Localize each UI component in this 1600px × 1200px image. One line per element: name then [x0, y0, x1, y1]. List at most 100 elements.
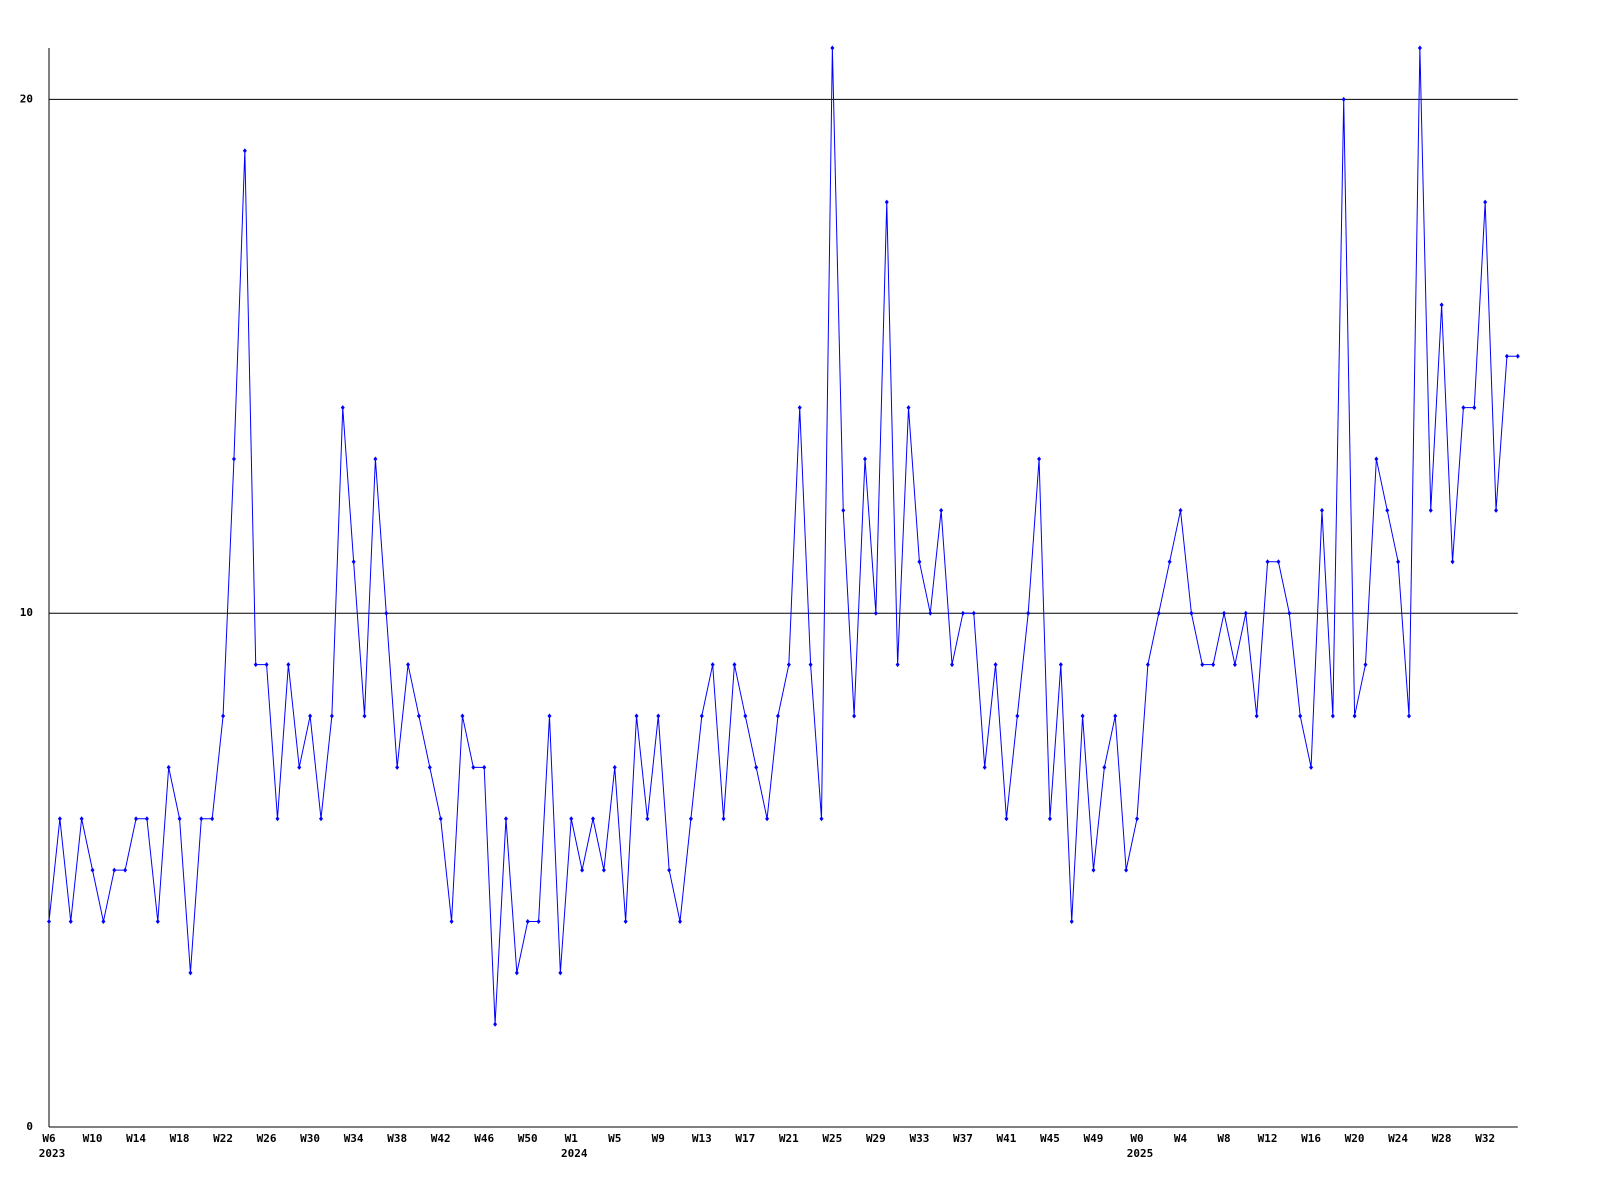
x-tick-label: W42: [431, 1132, 451, 1145]
x-tick-label: W6: [42, 1132, 56, 1145]
data-point: [612, 764, 617, 770]
data-point: [775, 713, 780, 719]
data-point: [275, 816, 280, 822]
y-tick-label: 10: [20, 606, 33, 619]
x-tick-label: W29: [866, 1132, 886, 1145]
data-point: [569, 816, 574, 822]
data-point: [134, 816, 139, 822]
data-point: [1515, 353, 1520, 359]
data-point: [1178, 507, 1183, 513]
x-tick-label: W8: [1217, 1132, 1230, 1145]
data-point: [1135, 816, 1139, 822]
data-point: [1407, 713, 1411, 719]
data-point: [852, 713, 857, 719]
data-point: [90, 867, 95, 873]
data-point: [732, 662, 737, 668]
data-point: [482, 764, 487, 770]
x-year-label: 2023: [39, 1147, 66, 1160]
data-point: [645, 816, 650, 822]
data-point: [808, 662, 813, 668]
data-point: [1385, 507, 1390, 513]
data-point: [525, 918, 530, 924]
data-point: [406, 662, 411, 668]
data-point: [1004, 816, 1009, 822]
data-point: [765, 816, 770, 822]
data-point: [340, 405, 345, 411]
data-point: [1439, 302, 1444, 308]
data-point: [928, 610, 933, 616]
data-point: [460, 713, 465, 719]
data-point: [873, 610, 878, 616]
data-point: [971, 610, 976, 616]
data-point: [264, 662, 269, 668]
data-point: [536, 918, 541, 924]
data-point: [710, 662, 715, 668]
data-point: [1298, 713, 1303, 719]
data-point: [1189, 610, 1194, 616]
data-point: [939, 507, 944, 513]
data-point: [297, 764, 302, 770]
data-point: [841, 507, 846, 513]
data-point: [1102, 764, 1107, 770]
data-point: [101, 918, 106, 924]
data-point: [1287, 610, 1292, 616]
y-tick-label: 20: [20, 92, 33, 105]
data-point: [1417, 45, 1422, 51]
x-tick-label: W9: [652, 1132, 665, 1145]
data-point: [449, 918, 454, 924]
data-point: [155, 918, 160, 924]
data-point: [580, 867, 585, 873]
data-point: [884, 199, 889, 205]
data-point: [1461, 405, 1466, 411]
data-point: [797, 405, 802, 411]
data-point: [47, 918, 51, 924]
data-point: [1330, 713, 1335, 719]
x-year-label: 2024: [561, 1147, 588, 1160]
x-tick-label: W16: [1301, 1132, 1321, 1145]
x-tick-label: W34: [344, 1132, 364, 1145]
data-point: [1494, 507, 1499, 513]
data-point: [427, 764, 432, 770]
data-point: [1113, 713, 1118, 719]
data-point: [1276, 559, 1281, 565]
data-point: [895, 662, 900, 668]
data-point: [830, 45, 835, 51]
data-point: [754, 764, 759, 770]
data-point: [699, 713, 704, 719]
data-point: [1232, 662, 1237, 668]
data-point: [623, 918, 628, 924]
data-point: [68, 918, 73, 924]
data-point: [210, 816, 215, 822]
data-point: [721, 816, 726, 822]
data-point: [667, 867, 672, 873]
data-point: [1069, 918, 1074, 924]
x-tick-label: W38: [387, 1132, 407, 1145]
data-point: [1504, 353, 1509, 359]
x-tick-label: W37: [953, 1132, 973, 1145]
data-point: [286, 662, 291, 668]
x-year-label: 2025: [1127, 1147, 1154, 1160]
x-tick-label: W33: [909, 1132, 929, 1145]
data-point: [601, 867, 606, 873]
data-point: [1374, 456, 1379, 462]
data-point: [1080, 713, 1085, 719]
data-point: [1243, 610, 1248, 616]
data-point: [1222, 610, 1227, 616]
data-point: [1309, 764, 1314, 770]
data-point: [503, 816, 508, 822]
data-point: [112, 867, 117, 873]
data-point: [786, 662, 791, 668]
y-tick-label: 0: [26, 1120, 33, 1133]
data-point: [1037, 456, 1042, 462]
data-point: [993, 662, 998, 668]
data-point: [373, 456, 378, 462]
data-point: [319, 816, 323, 822]
data-point: [743, 713, 748, 719]
data-point: [188, 970, 193, 976]
x-tick-label: W49: [1084, 1132, 1104, 1145]
data-point: [1396, 559, 1401, 565]
x-tick-label: W25: [822, 1132, 842, 1145]
data-point: [1363, 662, 1368, 668]
data-point: [591, 816, 595, 822]
